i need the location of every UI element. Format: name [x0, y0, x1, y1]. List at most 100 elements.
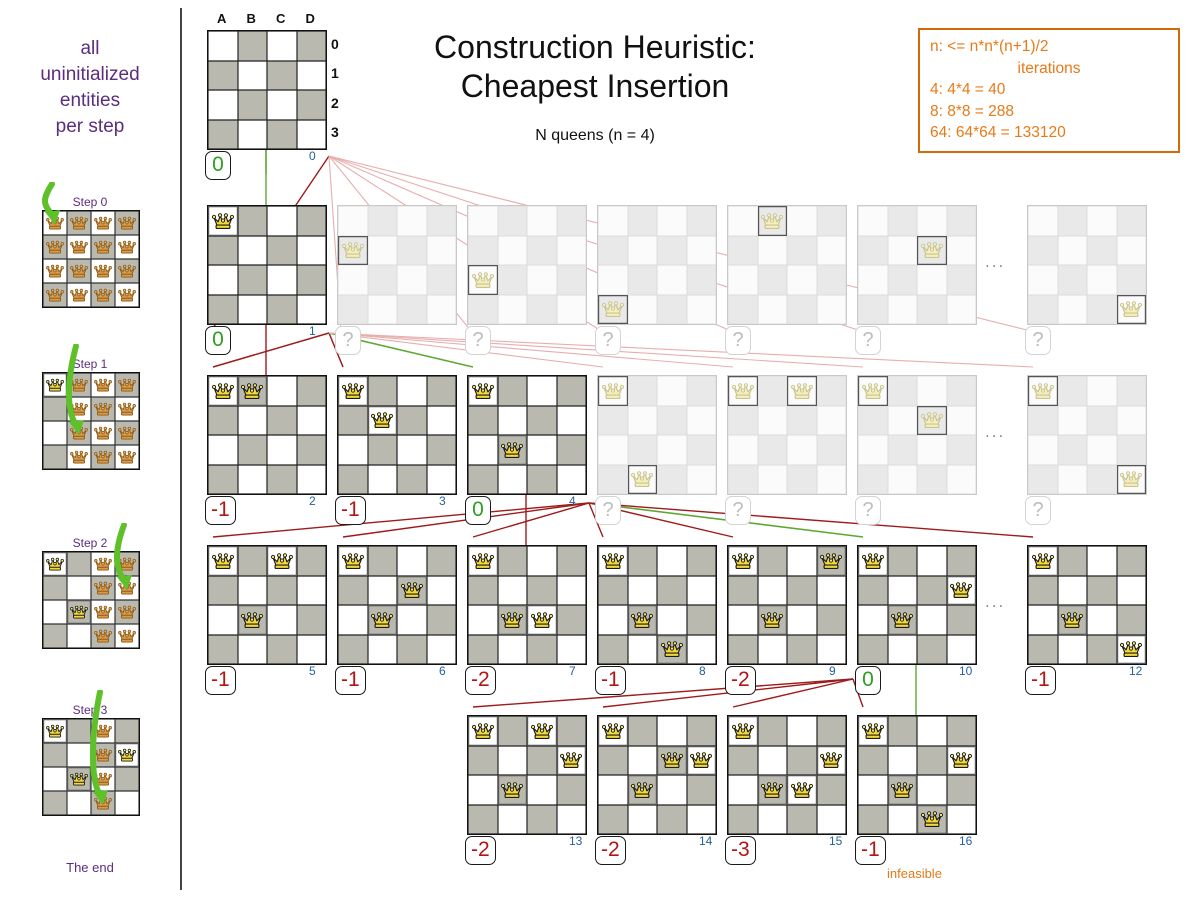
mini-board [42, 551, 140, 649]
queen-icon [889, 607, 915, 633]
board-index-label: 6 [439, 664, 446, 678]
board-index-label: 16 [959, 834, 973, 848]
queen-icon [759, 607, 785, 633]
board-row [468, 546, 586, 576]
board-cell [728, 804, 758, 834]
board-cell [43, 211, 67, 235]
infobox-line-5: 64: 64*64 = 133120 [930, 124, 1066, 141]
board-row [598, 804, 716, 834]
board-cell [237, 634, 267, 664]
board-cell [816, 435, 846, 465]
board-cell [267, 265, 297, 295]
tree-edge [328, 332, 734, 368]
board-score-badge: ? [725, 326, 751, 355]
board-row [468, 405, 586, 435]
board-cell [728, 294, 758, 324]
board-cell [468, 745, 498, 775]
board-cell [816, 206, 846, 236]
board-cell [1116, 265, 1146, 295]
board-cell [657, 235, 687, 265]
board-cell [946, 745, 976, 775]
board-cell [598, 294, 628, 324]
queen-icon [340, 548, 366, 574]
board-row [468, 206, 586, 236]
queen-icon [919, 806, 945, 832]
board-cell [426, 265, 456, 295]
board-row [468, 605, 586, 635]
board-cell [598, 376, 628, 406]
board-cell [1087, 376, 1117, 406]
board-cell [397, 376, 427, 406]
board-cell [728, 775, 758, 805]
board-cell [917, 745, 947, 775]
board-cell [1028, 405, 1058, 435]
queen-icon [93, 237, 114, 258]
board-cell [67, 397, 91, 421]
board-cell [67, 576, 91, 600]
board-cell [267, 235, 297, 265]
board-cell [296, 119, 326, 149]
board-index-label: 3 [439, 494, 446, 508]
board-cell [917, 376, 947, 406]
board-cell [686, 745, 716, 775]
board-cell [367, 265, 397, 295]
board-cell [787, 804, 817, 834]
board-cell [115, 719, 139, 743]
board-cell [267, 435, 297, 465]
board-row [468, 745, 586, 775]
queen-icon [860, 378, 886, 404]
board-cell [1087, 435, 1117, 465]
board-cell [497, 546, 527, 576]
board-cell [497, 634, 527, 664]
board-row [728, 206, 846, 236]
queen-icon [239, 607, 265, 633]
queen-icon [860, 718, 886, 744]
board-row [468, 804, 586, 834]
board-cell [946, 235, 976, 265]
board-cell [1028, 265, 1058, 295]
queen-icon [93, 213, 114, 234]
sidebar: all uninitialized entities per step Step 0 [0, 0, 180, 900]
board-cell [527, 376, 557, 406]
queen-icon [340, 237, 366, 263]
board-cell [556, 745, 586, 775]
board-cell [787, 605, 817, 635]
board-cell [728, 605, 758, 635]
board-score-badge: 0 [465, 496, 491, 525]
queen-icon [45, 554, 66, 575]
board-row [728, 634, 846, 664]
board-score-badge: ? [465, 326, 491, 355]
queen-icon [1059, 607, 1085, 633]
board-cell [397, 575, 427, 605]
infobox-line-2: iterations [1017, 59, 1081, 77]
board-row [858, 605, 976, 635]
board-cell [237, 235, 267, 265]
tree-board [207, 30, 327, 150]
board-index-label: 1 [309, 324, 316, 338]
board-cell [296, 634, 326, 664]
board-cell [1087, 634, 1117, 664]
board-cell [887, 405, 917, 435]
board-cell [598, 435, 628, 465]
board-cell [728, 634, 758, 664]
board-cell [686, 605, 716, 635]
board-cell [468, 634, 498, 664]
board-cell [657, 575, 687, 605]
board-cell [468, 804, 498, 834]
board-cell [887, 605, 917, 635]
queen-icon [369, 407, 395, 433]
sidebar-end-label: The end [66, 860, 114, 875]
queen-icon [93, 578, 114, 599]
board-cell [115, 767, 139, 791]
board-cell [657, 376, 687, 406]
board-row [598, 745, 716, 775]
board-index-label: 5 [309, 664, 316, 678]
board-row [208, 294, 326, 324]
board-cell [946, 376, 976, 406]
board-cell [1116, 575, 1146, 605]
board-cell [917, 634, 947, 664]
board-cell [91, 767, 115, 791]
board-cell [43, 259, 67, 283]
board-row [43, 283, 139, 307]
board-cell [657, 804, 687, 834]
